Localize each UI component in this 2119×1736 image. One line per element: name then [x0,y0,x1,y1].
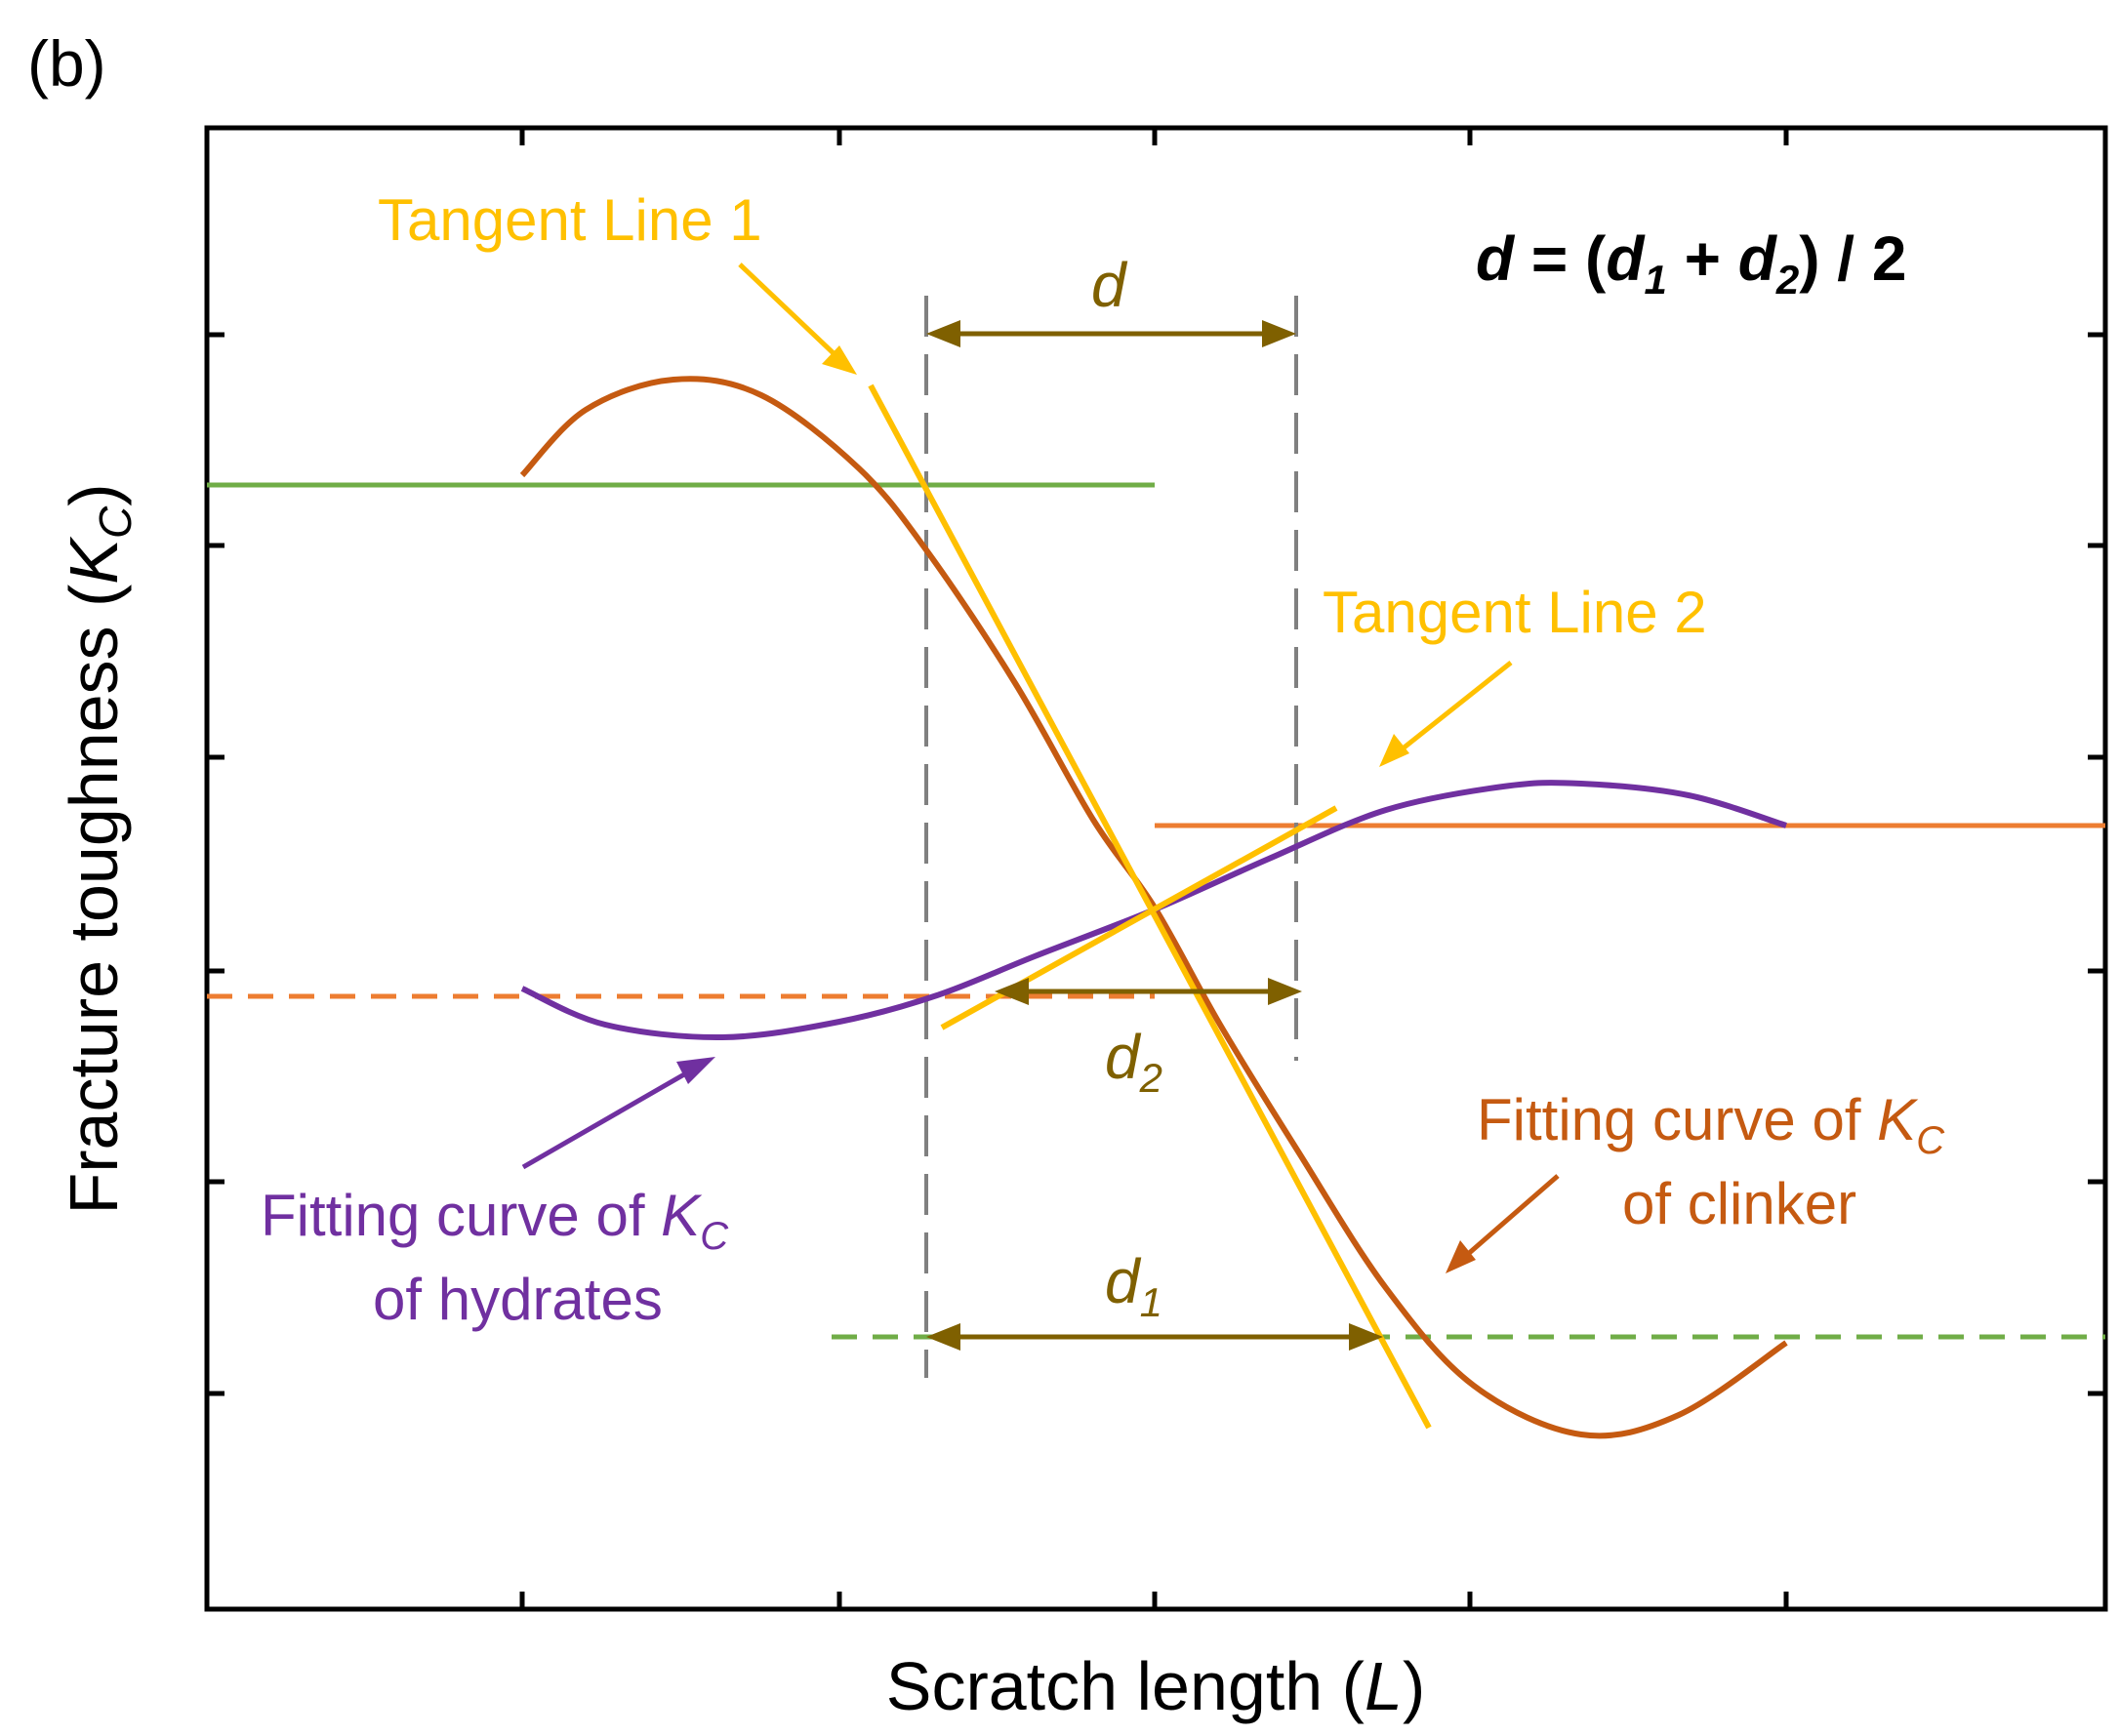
panel-label: (b) [27,27,106,100]
d1-label: d1 [1105,1246,1162,1325]
d-dimension-arrow [926,320,1296,347]
clinker-curve-pointer [1446,1174,1560,1273]
hydrates-caption-line2: of hydrates [373,1267,663,1332]
clinker-caption-line1: Fitting curve of KC [1477,1087,1945,1162]
y-axis-label: Fracture toughness (KC) [56,483,141,1214]
clinker-caption-line2: of clinker [1622,1171,1856,1236]
tangent-line-1-pointer [738,262,857,375]
d2-dimension-arrow [995,978,1302,1005]
plot-frame [204,125,2108,1612]
tangent-line-2-pointer [1379,661,1513,767]
tangent-line-2-label: Tangent Line 2 [1323,580,1707,645]
hydrates-caption-line1: Fitting curve of KC [261,1183,729,1258]
formula-text: d = (d1 + d2) / 2 [1476,223,1906,303]
d1-dimension-arrow [926,1323,1383,1351]
x-axis-label: Scratch length (L) [886,1648,1426,1724]
d-label: d [1091,250,1128,320]
tangent-line-1-label: Tangent Line 1 [378,187,762,253]
tangent-line-1 [868,384,1432,1430]
axis-ticks [207,128,2105,1609]
d2-label: d2 [1105,1022,1162,1101]
hydrates-curve-pointer [521,1057,715,1170]
